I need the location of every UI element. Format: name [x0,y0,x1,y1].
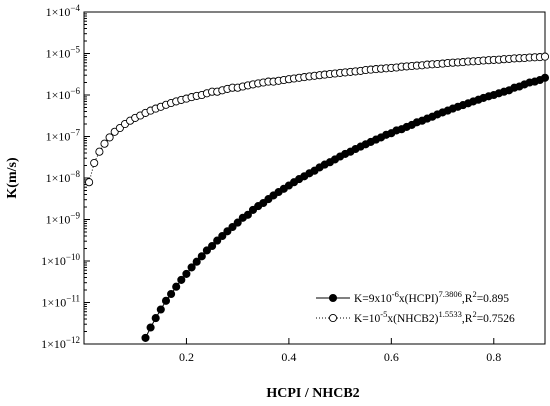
series-1-point [167,289,176,299]
series-2-point [540,52,550,61]
x-axis-ticks: 0.2 0.4 0.6 0.8 [179,338,501,364]
x-tick-label: 0.8 [486,350,501,364]
y-tick-label: 1×10−9 [46,211,81,227]
legend-marker-1 [328,293,338,303]
y-axis-ticks: 1×10−12 1×10−11 1×10−10 1×10−9 1×10−8 1×10−7 1… [41,3,90,351]
series-1-point [213,236,222,245]
legend-label-2: K=10-5x(NHCB2)1.5533,R2=0.7526 [354,309,515,325]
series-2-point [90,158,99,168]
series-1-point [233,218,242,227]
series-2-point [95,147,104,156]
x-tick-label: 0.4 [281,350,296,364]
series-1-point [540,73,550,82]
series-1-point [223,227,232,236]
series-1-point [161,296,171,305]
series-1-point [202,246,211,255]
series-2-point [100,139,109,148]
series-1-point [192,257,201,266]
legend-label-1: K=9x10-6x(HCPI)7.3806,R2=0.895 [354,289,509,305]
y-tick-label: 1×10−5 [46,45,81,61]
y-tick-label: 1×10−6 [46,86,81,102]
series-1-point [208,241,217,251]
series-2-point [85,178,94,187]
y-tick-label: 1×10−4 [46,3,81,19]
series-1-point [187,263,196,272]
y-tick-label: 1×10−11 [41,294,80,310]
series-1-point [197,252,206,261]
series-1-point [218,231,227,241]
series-1-point [182,269,191,278]
series-1-point [177,275,186,284]
series-1-point [172,282,181,291]
series-layer [85,52,550,342]
series-1-point [228,222,237,232]
series-2-point [105,133,114,142]
x-tick-label: 0.6 [384,350,399,364]
legend-marker-2 [328,313,338,323]
x-axis-label: HCPI / NHCB2 [266,386,359,401]
y-axis-label: K(m/s) [5,157,20,199]
legend: K=9x10-6x(HCPI)7.3806,R2=0.895 K=10-5x(NH… [316,289,515,325]
series-1-point [141,333,150,342]
x-tick-label: 0.2 [179,350,194,364]
series-1-point [146,323,155,332]
series-1-point [156,305,165,314]
series-1-point [151,314,160,323]
y-tick-label: 1×10−12 [41,335,80,351]
y-tick-label: 1×10−8 [46,169,81,185]
y-tick-label: 1×10−7 [46,128,81,144]
y-tick-label: 1×10−10 [41,252,80,268]
series-1-point [243,210,252,219]
